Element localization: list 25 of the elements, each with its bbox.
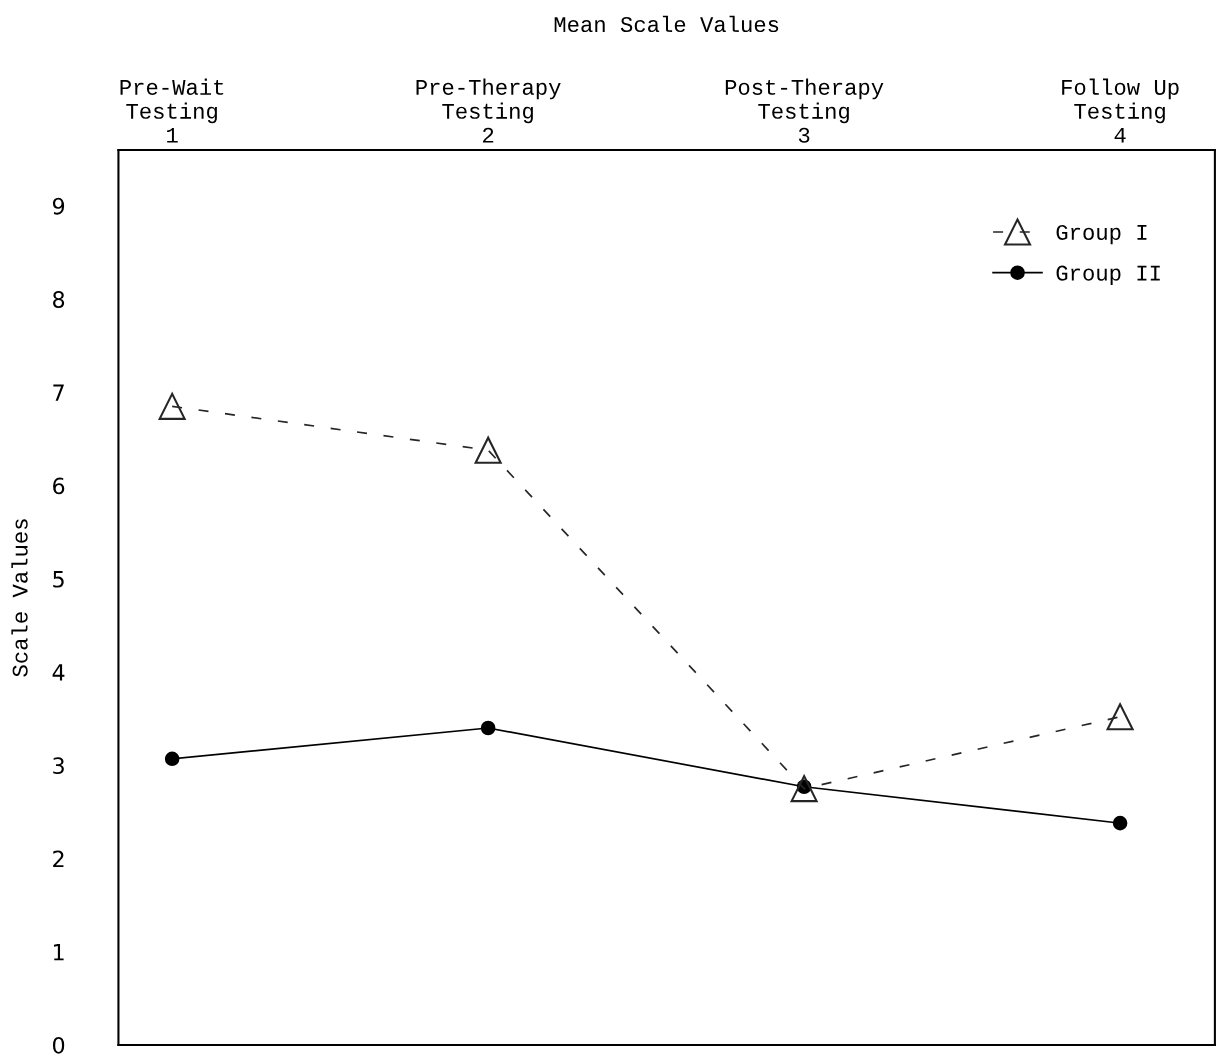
x-tick-label: Follow Up Testing 4 xyxy=(1062,78,1179,143)
y-tick-label: 2 xyxy=(53,850,64,867)
y-tick-label: 0 xyxy=(52,1036,65,1054)
x-tick-label: Pre-Therapy Testing 2 xyxy=(416,78,561,143)
chart-title: Mean Scale Values xyxy=(554,15,779,33)
y-tick-label: 9 xyxy=(52,197,65,215)
legend-label: Group II xyxy=(1056,265,1160,286)
x-tick-label: Pre-Wait Testing 1 xyxy=(120,78,224,143)
point xyxy=(158,392,186,420)
x-tick-label: Post-Therapy Testing 3 xyxy=(725,78,884,143)
y-tick-label: 1 xyxy=(53,944,64,961)
point xyxy=(1106,703,1134,731)
y-tick-label: 4 xyxy=(52,664,65,681)
point xyxy=(164,751,180,767)
y-tick-label: 5 xyxy=(53,571,64,588)
point xyxy=(480,720,496,736)
point xyxy=(790,775,818,803)
y-tick-label: 6 xyxy=(53,477,65,495)
y-tick-label: 3 xyxy=(53,757,64,775)
legend-label: Group I xyxy=(1056,224,1147,245)
point xyxy=(474,436,502,464)
point xyxy=(1112,815,1128,831)
y-tick-label: 8 xyxy=(53,291,65,308)
y-tick-label: 7 xyxy=(53,384,64,401)
y-axis-title: Scale Values xyxy=(11,519,28,677)
